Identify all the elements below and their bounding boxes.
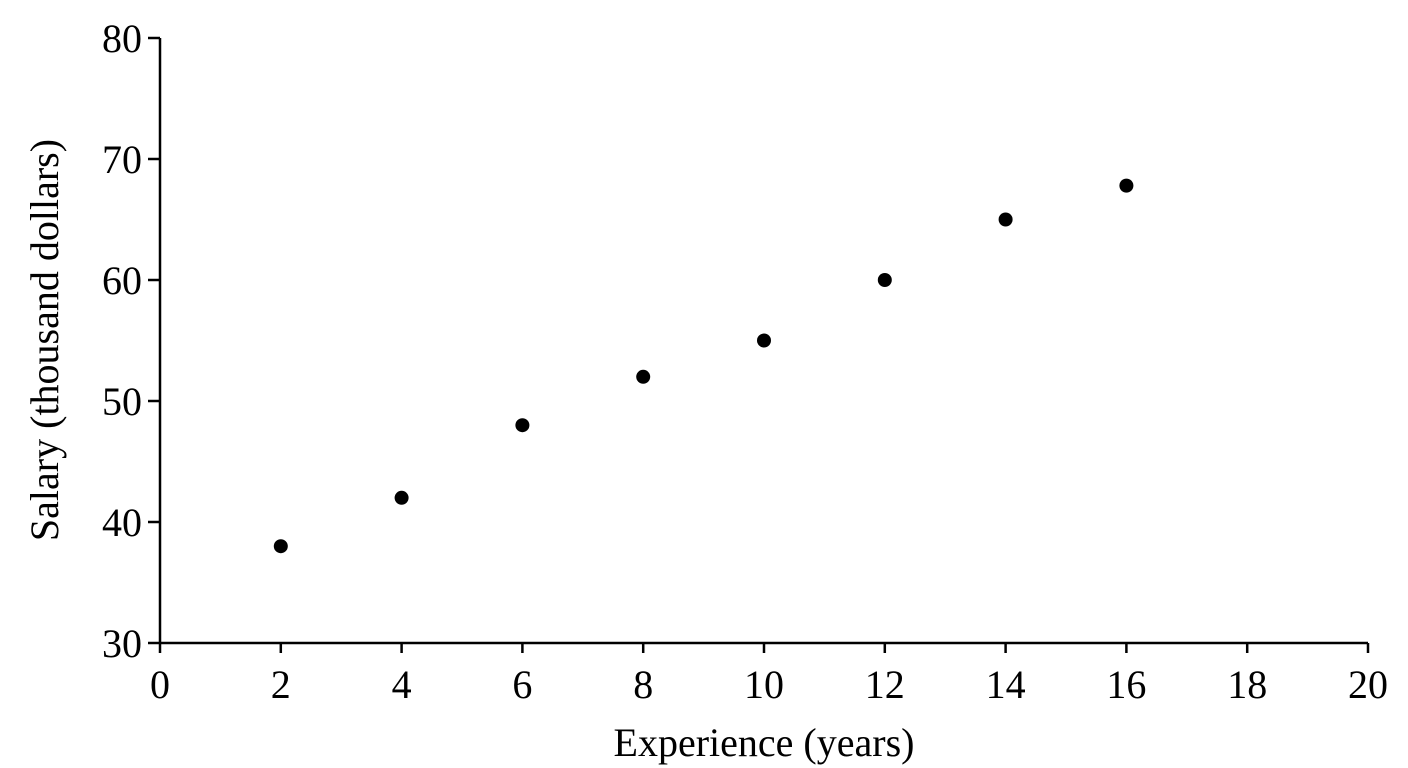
data-point bbox=[636, 369, 651, 384]
y-tick-label: 30 bbox=[102, 621, 142, 666]
x-tick-label: 18 bbox=[1227, 662, 1267, 707]
data-point bbox=[877, 273, 892, 287]
y-tick-label: 40 bbox=[102, 500, 142, 545]
x-tick-label: 4 bbox=[392, 662, 412, 707]
x-tick-label: 14 bbox=[986, 662, 1026, 707]
x-tick-label: 2 bbox=[271, 662, 291, 707]
x-axis: 0 2 4 6 8 10 12 14 16 18 20 bbox=[150, 641, 1388, 707]
data-point bbox=[273, 539, 288, 554]
y-tick-label: 50 bbox=[102, 379, 142, 424]
y-axis-title: Salary (thousand dollars) bbox=[22, 139, 67, 541]
x-tick-label: 20 bbox=[1348, 662, 1388, 707]
x-tick-label: 0 bbox=[150, 662, 170, 707]
data-point bbox=[515, 418, 530, 433]
y-axis-ticks: 30 40 50 60 70 80 bbox=[102, 16, 160, 666]
y-axis: 30 40 50 60 70 80 bbox=[102, 16, 162, 666]
x-axis-ticks: 0 2 4 6 8 10 12 14 16 18 20 bbox=[150, 643, 1388, 707]
data-point bbox=[394, 490, 409, 505]
x-tick-label: 8 bbox=[633, 662, 653, 707]
data-point bbox=[757, 333, 771, 348]
y-tick-label: 70 bbox=[102, 137, 142, 182]
data-points bbox=[273, 178, 1134, 554]
x-tick-label: 10 bbox=[744, 662, 784, 707]
x-tick-label: 12 bbox=[865, 662, 905, 707]
x-tick-label: 16 bbox=[1106, 662, 1146, 707]
data-point bbox=[998, 212, 1013, 227]
y-tick-label: 80 bbox=[102, 16, 142, 61]
x-axis-title: Experience (years) bbox=[614, 720, 915, 765]
y-tick-label: 60 bbox=[102, 258, 142, 303]
x-tick-label: 6 bbox=[512, 662, 532, 707]
data-point bbox=[1119, 178, 1134, 193]
